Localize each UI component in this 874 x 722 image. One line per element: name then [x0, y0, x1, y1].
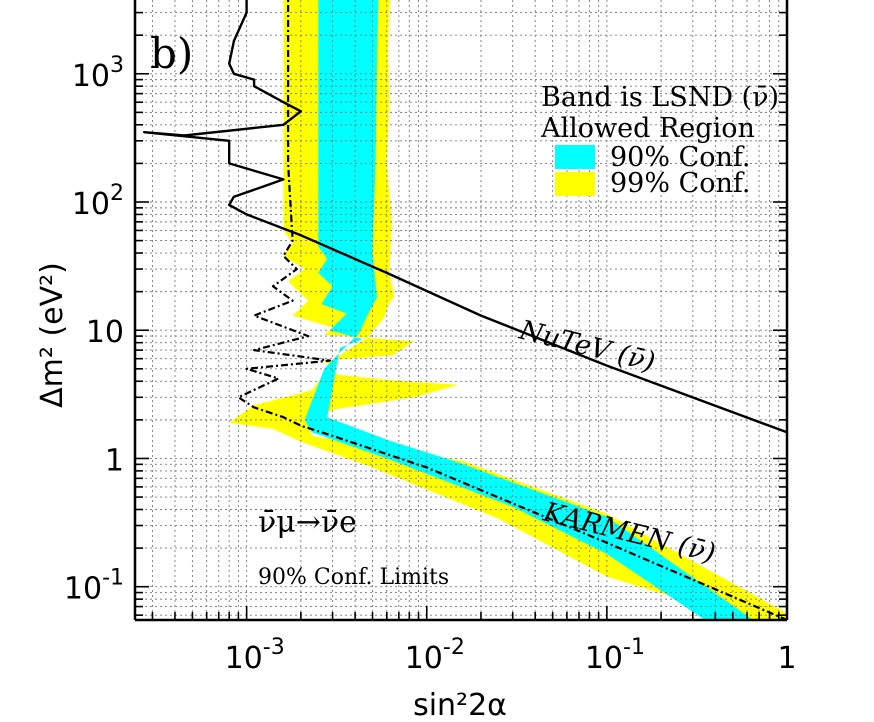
legend-swatch-99	[555, 172, 595, 196]
y-tick-label: 10	[86, 315, 124, 350]
y-tick-label: 1	[105, 443, 124, 478]
x-tick-label: 1	[777, 641, 796, 676]
curve-karmen	[237, 0, 787, 620]
legend: Band is LSND (ν̄) Allowed Region 90% Con…	[540, 82, 779, 199]
limits-label: 90% Conf. Limits	[258, 565, 449, 590]
curve-nutev	[142, 0, 787, 434]
plot-frame	[133, 0, 789, 622]
y-tick-label: 103	[72, 53, 124, 94]
limit-curves	[142, 0, 787, 620]
panel-label: b)	[150, 29, 193, 78]
channel-label: ν̄μ→ν̄e	[258, 505, 357, 540]
x-tick-label: 10-3	[225, 635, 285, 676]
x-axis-title: sin²2α	[413, 688, 507, 722]
legend-label-99: 99% Conf.	[610, 168, 751, 199]
axis-ticks: 10-3 10-2 10-1 1 10-1 1 10 102 103	[64, 11, 797, 676]
legend-swatch-90	[555, 145, 595, 169]
grid	[135, 0, 787, 620]
legend-title-line2: Allowed Region	[540, 113, 755, 144]
y-axis-title: Δm² (eV²)	[35, 262, 70, 408]
y-tick-label: 10-1	[64, 566, 124, 607]
legend-title-line1: Band is LSND (ν̄)	[541, 82, 779, 113]
x-tick-label: 10-1	[585, 635, 645, 676]
y-tick-label: 102	[72, 181, 124, 222]
legend-label-90: 90% Conf.	[610, 142, 751, 173]
x-tick-label: 10-2	[405, 635, 465, 676]
